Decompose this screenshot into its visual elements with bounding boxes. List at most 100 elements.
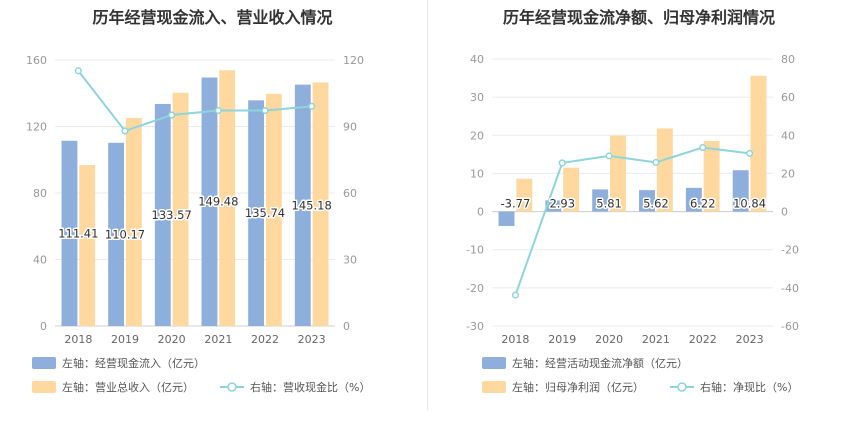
left-bar-data-label: 135.74 xyxy=(245,206,285,220)
left-bar-primary xyxy=(108,142,125,326)
left-bar-data-label: 111.41 xyxy=(58,226,98,240)
left-y-right-tick: 60 xyxy=(343,187,357,200)
left-ratio-point xyxy=(214,106,222,115)
right-legend-line-marker xyxy=(677,382,687,392)
right-x-tick-label: 2021 xyxy=(642,333,670,346)
left-bar-primary xyxy=(201,77,218,326)
right-y-right-tick: 60 xyxy=(781,91,795,104)
right-y-left-tick: 20 xyxy=(470,129,484,142)
right-ratio-point xyxy=(652,158,660,166)
right-y-left-tick: 0 xyxy=(477,206,484,219)
right-bar-primary xyxy=(498,211,515,226)
right-y-left-tick: -30 xyxy=(466,320,484,333)
left-y-left-tick: 40 xyxy=(33,254,47,267)
right-y-left-tick: 40 xyxy=(470,53,484,66)
left-y-left-tick: 0 xyxy=(40,320,47,333)
left-x-tick-label: 2022 xyxy=(251,333,279,346)
right-x-tick-label: 2023 xyxy=(736,333,764,346)
left-y-right-tick: 90 xyxy=(343,121,357,134)
left-bar-primary xyxy=(248,100,265,327)
left-bar-data-label: 110.17 xyxy=(105,227,145,241)
left-ratio-point xyxy=(261,106,269,115)
left-x-tick-label: 2019 xyxy=(111,333,139,346)
right-y-right-tick: 0 xyxy=(781,206,788,219)
right-bar-secondary xyxy=(750,75,767,212)
right-bar-secondary xyxy=(703,141,720,212)
right-bar-data-label: -3.77 xyxy=(501,197,531,211)
right-bar-primary xyxy=(685,187,702,212)
left-y-right-tick: 120 xyxy=(343,54,364,67)
left-bar-secondary xyxy=(79,165,96,326)
left-bar-secondary xyxy=(125,117,142,326)
left-bar-data-label: 149.48 xyxy=(198,195,238,209)
right-x-tick-label: 2019 xyxy=(548,333,576,346)
left-y-left-tick: 160 xyxy=(26,54,47,67)
right-x-tick-label: 2022 xyxy=(689,333,717,346)
left-x-tick-label: 2023 xyxy=(298,333,326,346)
right-y-right-tick: -20 xyxy=(781,244,799,257)
right-legend-label: 右轴：净现比（%） xyxy=(700,380,798,394)
right-y-left-tick: 10 xyxy=(470,167,484,180)
right-bar-primary xyxy=(639,190,655,212)
left-ratio-point xyxy=(168,111,176,119)
left-ratio-point xyxy=(308,102,316,110)
right-ratio-line xyxy=(514,146,750,296)
chart-divider xyxy=(427,0,428,410)
left-bar-primary xyxy=(154,103,171,326)
right-ratio-point xyxy=(699,143,707,152)
right-ratio-point xyxy=(558,159,566,167)
left-legend-label: 左轴：经营现金流入（亿元） xyxy=(62,356,205,370)
right-bar-data-label: 5.62 xyxy=(643,197,669,211)
left-y-left-tick: 80 xyxy=(33,187,47,200)
right-legend-label: 左轴：归母净利润（亿元） xyxy=(512,380,644,394)
left-ratio-point xyxy=(121,127,129,135)
right-y-right-tick: 40 xyxy=(781,129,795,142)
right-bar-data-label: 6.22 xyxy=(690,197,716,211)
left-legend-label: 右轴：营收现金比（%） xyxy=(250,380,370,394)
right-y-right-tick: 20 xyxy=(781,167,795,180)
right-y-left-tick: 30 xyxy=(470,91,484,104)
right-bar-data-label: 5.81 xyxy=(596,197,622,211)
right-ratio-point xyxy=(605,152,613,160)
right-ratio-point xyxy=(746,149,754,157)
right-y-left-tick: -20 xyxy=(466,282,484,295)
right-ratio-point xyxy=(511,291,519,299)
right-chart-title: 历年经营现金流净额、归母净利润情况 xyxy=(502,8,775,27)
left-bar-secondary xyxy=(219,70,236,327)
right-bar-secondary xyxy=(610,135,626,212)
left-x-tick-label: 2020 xyxy=(158,333,186,346)
left-legend-swatch xyxy=(32,357,56,369)
left-bar-primary xyxy=(294,84,311,327)
right-x-tick-label: 2018 xyxy=(501,333,529,346)
left-y-right-tick: 30 xyxy=(343,254,357,267)
right-bar-secondary xyxy=(563,167,580,212)
left-y-right-tick: 0 xyxy=(343,320,350,333)
left-bar-primary xyxy=(61,140,78,326)
right-bar-primary xyxy=(592,189,609,212)
left-x-tick-label: 2018 xyxy=(64,333,92,346)
left-bar-secondary xyxy=(172,92,189,326)
left-ratio-point xyxy=(74,67,82,75)
left-bar-secondary xyxy=(312,82,329,326)
left-y-left-tick: 120 xyxy=(26,121,47,134)
right-y-right-tick: -40 xyxy=(781,282,799,295)
left-legend-line-marker xyxy=(227,382,237,392)
right-y-right-tick: 80 xyxy=(781,53,795,66)
left-bar-secondary xyxy=(265,93,282,326)
right-legend-label: 左轴：经营活动现金流净额（亿元） xyxy=(512,356,688,370)
right-y-left-tick: -10 xyxy=(466,244,484,257)
right-legend-swatch xyxy=(482,381,506,393)
left-legend-label: 左轴：营业总收入（亿元） xyxy=(62,380,194,394)
right-y-right-tick: -60 xyxy=(781,320,799,333)
left-x-tick-label: 2021 xyxy=(204,333,232,346)
left-bar-data-label: 145.18 xyxy=(292,198,332,212)
right-bar-data-label: 10.84 xyxy=(733,197,766,211)
right-bar-primary xyxy=(732,170,749,212)
right-bar-secondary xyxy=(656,128,673,212)
left-legend-swatch xyxy=(32,381,56,393)
left-bar-data-label: 133.57 xyxy=(152,208,192,222)
right-bar-data-label: 2.93 xyxy=(549,197,575,211)
right-legend-swatch xyxy=(482,357,506,369)
